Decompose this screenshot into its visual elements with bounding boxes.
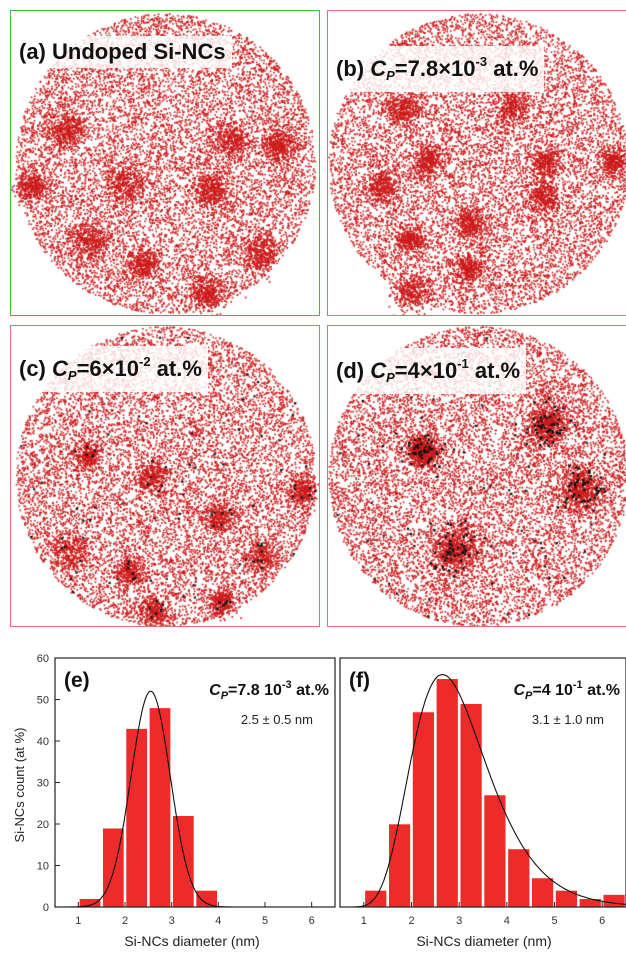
legend-post-e: at.%: [292, 682, 329, 699]
bar-f-3: [436, 678, 459, 908]
map-post-c: at.%: [150, 356, 202, 381]
x-tick-label-f-5: 5: [551, 915, 557, 927]
x-tick-label-f-3: 3: [456, 915, 462, 927]
legend-sup-f: -1: [573, 679, 583, 691]
bar-f-6: [507, 848, 530, 908]
legend-var-e: C: [209, 682, 221, 699]
map-pre-b: =7.8×10: [394, 56, 476, 81]
map-var-d: C: [370, 358, 387, 383]
y-tick-label-e-30: 30: [37, 778, 49, 790]
map-text-a: Undoped Si-NCs: [52, 39, 226, 64]
x-tick-label-e-2: 2: [122, 915, 128, 927]
map-sub-d: P: [386, 370, 395, 385]
map-letter-c: (c): [19, 356, 46, 381]
panel-label-f: (f): [349, 669, 370, 692]
x-tick-label-e-3: 3: [169, 915, 175, 927]
x-tick-label-f-1: 1: [361, 915, 367, 927]
map-sub-b: P: [386, 68, 395, 83]
x-tick-label-e-5: 5: [262, 915, 268, 927]
fit-curve-f: [340, 674, 626, 908]
histogram-f: 1 2 3 4 5 6 (f) CP=4 10-1 at.% 3.1 ± 1.0 nm: [339, 657, 626, 927]
map-pre-d: =4×10: [394, 358, 458, 383]
map-post-b: at.%: [487, 56, 539, 81]
legend-sub-f: P: [525, 690, 533, 702]
bar-e-5: [195, 890, 218, 908]
bar-e-3: [149, 707, 171, 908]
x-tick-label-f-6: 6: [599, 915, 605, 927]
map-panel-b: (b) CP=7.8×10-3 at.%: [327, 10, 626, 316]
fit-label-f: 3.1 ± 1.0 nm: [532, 712, 604, 727]
y-axis-label: Si-NCs count (at %): [12, 728, 27, 843]
map-sub-c: P: [67, 368, 77, 383]
bar-f-1: [388, 823, 411, 908]
legend-sup-e: -3: [282, 679, 292, 691]
x-tick-label-e-6: 6: [309, 915, 315, 927]
panel-label-e: (e): [64, 669, 90, 692]
map-sup-c: -2: [138, 354, 151, 369]
map-panel-a: (a) Undoped Si-NCs: [10, 10, 320, 316]
map-label-c: (c) CP=6×10-2 at.%: [13, 346, 208, 392]
x-axis-label-e: Si-NCs diameter (nm): [124, 933, 259, 949]
bar-f-5: [483, 794, 507, 908]
bar-f-2: [412, 711, 435, 908]
map-var-b: C: [370, 56, 387, 81]
y-tick-label-e-60: 60: [37, 653, 49, 665]
bar-f-7: [531, 877, 554, 908]
x-tick-label-e-4: 4: [215, 915, 221, 927]
legend-rest-f: =4 10: [532, 682, 573, 699]
map-label-d: (d) CP=4×10-1 at.%: [330, 348, 527, 394]
fit-label-e: 2.5 ± 0.5 nm: [241, 712, 313, 727]
y-tick-label-e-0: 0: [43, 902, 49, 914]
bar-e-2: [125, 728, 148, 908]
map-panel-d: (d) CP=4×10-1 at.%: [327, 325, 626, 627]
map-sup-b: -3: [475, 54, 488, 69]
legend-post-f: at.%: [583, 682, 620, 699]
bar-f-10: [602, 894, 626, 908]
x-tick-label-f-2: 2: [408, 915, 414, 927]
legend-e: CP=7.8 10-3 at.%: [209, 679, 329, 702]
map-letter-b: (b): [336, 56, 365, 81]
map-label-b: (b) CP=7.8×10-3 at.%: [330, 46, 545, 92]
x-tick-label-e-1: 1: [75, 915, 81, 927]
bar-f-4: [459, 703, 483, 908]
y-tick-label-e-40: 40: [37, 736, 49, 748]
y-tick-label-e-50: 50: [37, 695, 49, 707]
legend-var-f: C: [513, 682, 525, 699]
map-letter-d: (d): [336, 358, 365, 383]
y-tick-label-e-20: 20: [37, 819, 49, 831]
map-post-d: at.%: [468, 358, 521, 383]
x-axis-label-f: Si-NCs diameter (nm): [416, 933, 551, 949]
map-sup-d: -1: [457, 356, 469, 371]
legend-f: CP=4 10-1 at.%: [513, 679, 620, 702]
y-tick-label-e-10: 10: [37, 861, 49, 873]
map-pre-c: =6×10: [76, 356, 139, 381]
x-tick-label-f-4: 4: [504, 915, 510, 927]
map-panel-c: (c) CP=6×10-2 at.%: [10, 325, 320, 627]
plot-frame-f: [339, 657, 626, 908]
legend-rest-e: =7.8 10: [228, 682, 282, 699]
bar-e-4: [172, 815, 195, 908]
legend-sub-e: P: [221, 690, 229, 702]
map-var-c: C: [52, 356, 68, 381]
map-letter-a: (a): [19, 39, 46, 64]
map-label-a: (a) Undoped Si-NCs: [13, 36, 232, 68]
